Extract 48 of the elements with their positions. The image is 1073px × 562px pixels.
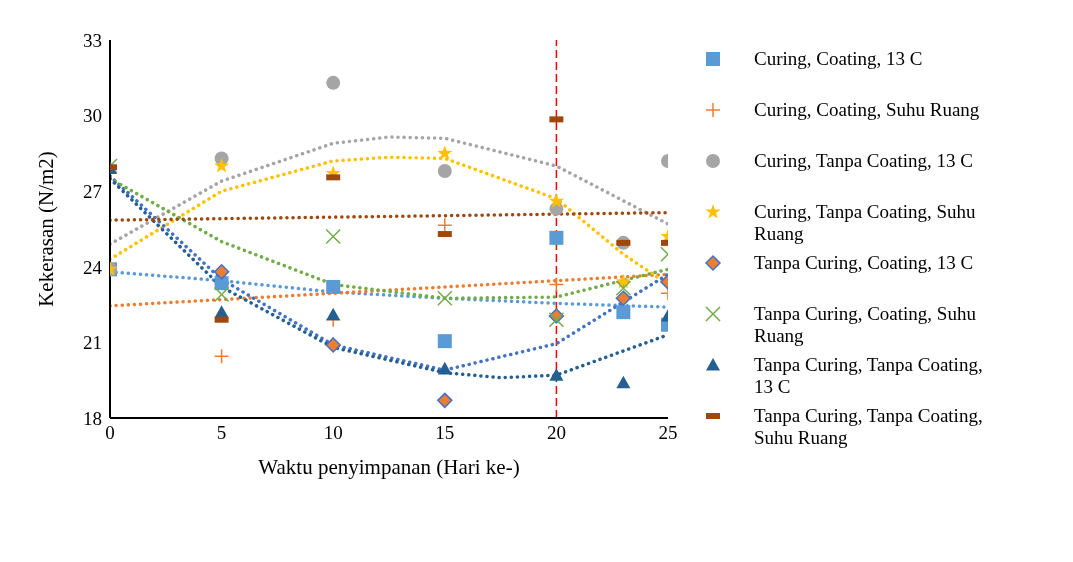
line-series: [110, 135, 668, 246]
point: [213, 264, 230, 280]
point: [549, 368, 564, 381]
point: [437, 334, 452, 349]
x-tick-label: 15: [435, 422, 455, 444]
point: [437, 145, 453, 160]
legend-label: Curing, Tanpa Coating, 13 C: [754, 150, 974, 172]
point: [325, 228, 341, 245]
legend-label: Tanpa Curing, Coating, Suhu Ruang: [754, 303, 977, 347]
point: [213, 286, 230, 303]
point: [616, 375, 631, 389]
point: [325, 337, 341, 353]
point: [326, 75, 341, 90]
point: [615, 280, 632, 296]
point: [213, 348, 230, 365]
x-tick-label: 10: [323, 422, 343, 444]
point: [437, 290, 453, 307]
x-tick-label: 0: [105, 422, 115, 444]
point: [615, 290, 632, 307]
point: [437, 361, 452, 375]
point: [437, 392, 453, 409]
point: [326, 279, 341, 294]
point: [213, 158, 230, 173]
point: [548, 311, 565, 328]
point: [616, 305, 631, 320]
y-tick-label: 27: [83, 180, 102, 202]
y-tick-label: 33: [83, 29, 102, 51]
legend-label: Curing, Coating, 13 C: [754, 48, 924, 70]
x-tick-label: 20: [546, 422, 566, 444]
legend-label: Curing, Coating, Suhu Ruang: [754, 99, 981, 121]
point: [326, 307, 341, 321]
y-tick-label: 18: [83, 407, 102, 429]
x-axis-title: Waktu penyimpanan (Hari ke-): [258, 455, 520, 479]
legend-label: Curing, Tanpa Coating, Suhu Ruang: [754, 201, 977, 245]
point: [549, 230, 564, 245]
legend-label: Tanpa Curing, Tanpa Coating, Suhu Ruang: [754, 405, 984, 449]
y-tick-label: 30: [83, 105, 102, 127]
legend-label: Tanpa Curing, Coating, 13 C: [754, 252, 975, 274]
y-tick-label: 24: [83, 256, 103, 278]
x-tick-label: 5: [216, 422, 227, 444]
point: [548, 276, 565, 293]
legend-label: Tanpa Curing, Tanpa Coating, 13 C: [754, 354, 984, 398]
point: [437, 164, 452, 179]
y-tick-label: 21: [83, 332, 102, 354]
point: [548, 193, 565, 208]
point: [437, 217, 453, 233]
y-axis-title: Kekerasan (N/m2): [34, 151, 59, 307]
x-tick-label: 25: [658, 422, 678, 444]
